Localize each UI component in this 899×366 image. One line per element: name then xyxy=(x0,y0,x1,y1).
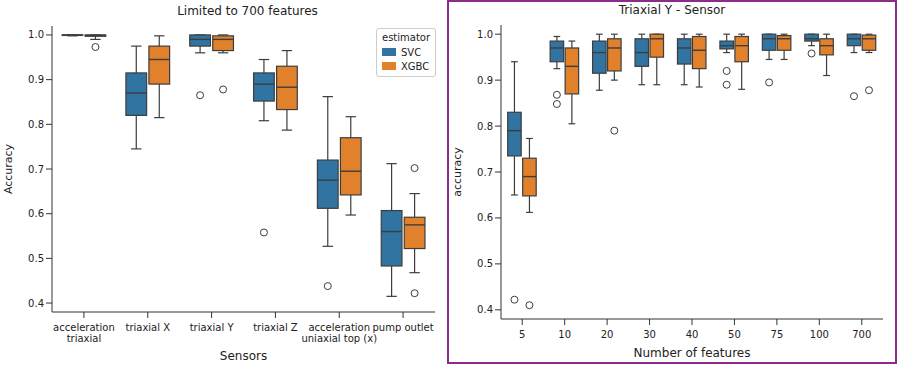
svg-text:triaxial X: triaxial X xyxy=(125,322,170,333)
svg-text:accelerationtriaxial: accelerationtriaxial xyxy=(53,322,115,344)
svg-text:0.9: 0.9 xyxy=(28,74,44,85)
svg-text:20: 20 xyxy=(601,329,614,340)
svg-text:100: 100 xyxy=(810,329,829,340)
svg-text:0.8: 0.8 xyxy=(477,121,493,132)
svg-text:5: 5 xyxy=(519,329,525,340)
svg-text:1.0: 1.0 xyxy=(477,29,493,40)
svg-text:75: 75 xyxy=(771,329,784,340)
html-text:Limited to 700 features: Limited to 700 features xyxy=(177,4,318,18)
svg-text:Number of features: Number of features xyxy=(634,346,751,359)
html-text:XGBC: XGBC xyxy=(401,60,430,72)
html-text:Triaxial Y - Sensor: Triaxial Y - Sensor xyxy=(618,3,726,17)
svg-text:0.8: 0.8 xyxy=(28,119,44,130)
svg-text:triaxial Y: triaxial Y xyxy=(190,322,235,333)
svg-text:accelerationuniaxial top (x): accelerationuniaxial top (x) xyxy=(301,322,377,344)
html-text:SVC: SVC xyxy=(401,46,422,58)
html-text:estimator: estimator xyxy=(382,32,431,43)
svg-text:40: 40 xyxy=(686,329,699,340)
svg-text:0.4: 0.4 xyxy=(477,304,493,315)
svg-text:0.7: 0.7 xyxy=(477,167,493,178)
svg-text:0.9: 0.9 xyxy=(477,75,493,86)
svg-text:0.5: 0.5 xyxy=(477,258,493,269)
svg-text:1.0: 1.0 xyxy=(28,29,44,40)
svg-text:Accuracy: Accuracy xyxy=(2,143,15,194)
svg-text:0.6: 0.6 xyxy=(477,212,493,223)
svg-text:pump outlet: pump outlet xyxy=(372,322,433,333)
svg-text:Sensors: Sensors xyxy=(220,349,267,362)
svg-text:triaxial Z: triaxial Z xyxy=(253,322,298,333)
svg-text:accuracy: accuracy xyxy=(451,147,464,197)
svg-text:0.6: 0.6 xyxy=(28,208,44,219)
svg-text:700: 700 xyxy=(852,329,871,340)
svg-text:0.7: 0.7 xyxy=(28,164,44,175)
svg-text:10: 10 xyxy=(558,329,571,340)
svg-text:0.4: 0.4 xyxy=(28,298,44,309)
svg-text:30: 30 xyxy=(643,329,656,340)
svg-text:0.5: 0.5 xyxy=(28,253,44,264)
svg-text:50: 50 xyxy=(728,329,741,340)
